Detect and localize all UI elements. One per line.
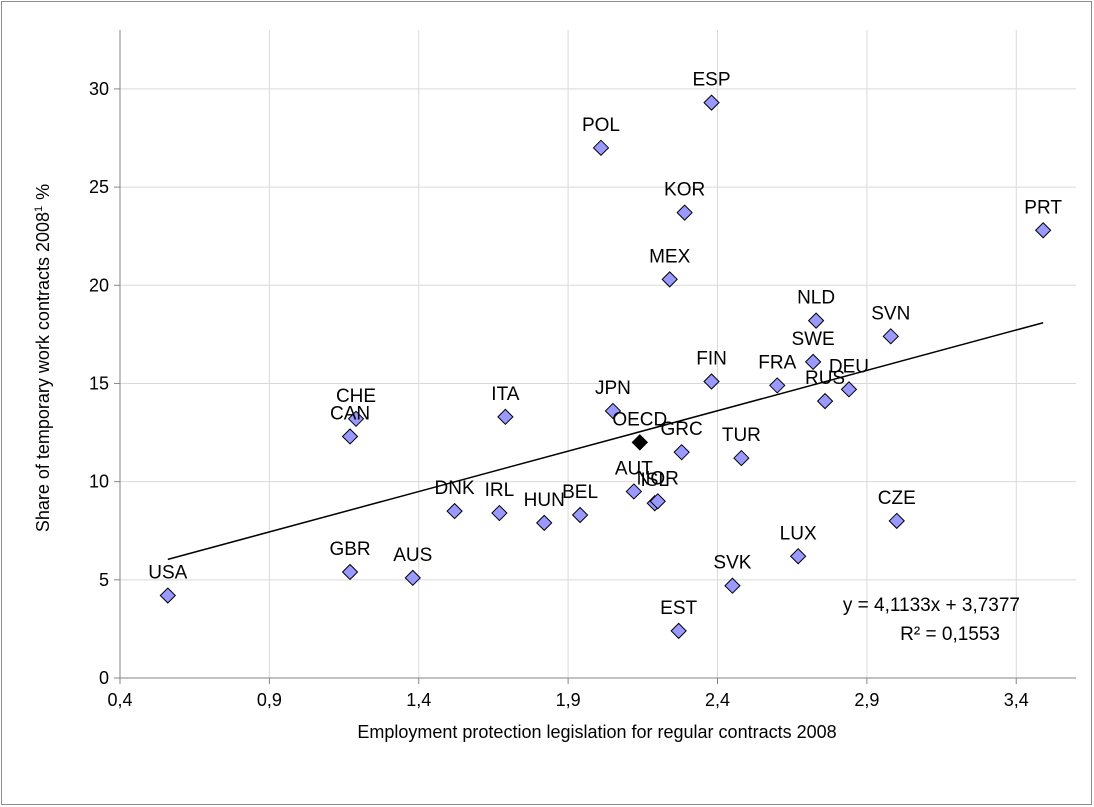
point-label-svn: SVN (871, 303, 910, 324)
point-mex (661, 271, 678, 288)
x-tick-label: 1,9 (556, 690, 581, 710)
point-aut (625, 483, 643, 500)
point-label-mex: MEX (649, 246, 691, 267)
point-aus (404, 569, 421, 587)
point-label-prt: PRT (1024, 197, 1062, 218)
point-label-gbr: GBR (329, 539, 370, 560)
data-points (159, 94, 1052, 640)
point-label-grc: GRC (661, 419, 703, 440)
y-axis-label: Share of temporary work contracts 20081% (33, 184, 53, 532)
point-dnk (446, 502, 463, 520)
point-bel (571, 506, 589, 524)
point-label-cze: CZE (878, 488, 916, 509)
point-nor (649, 493, 666, 510)
point-grc (673, 443, 690, 461)
point-prt (1034, 222, 1052, 239)
point-ita (497, 408, 514, 426)
point-svk (724, 577, 741, 594)
ticks (114, 88, 1017, 684)
point-label-rus: RUS (805, 368, 845, 389)
y-tick-label: 20 (89, 275, 109, 295)
point-lux (789, 548, 807, 565)
y-axis-label-unit: % (33, 184, 53, 200)
point-cze (888, 512, 905, 530)
y-tick-label: 0 (99, 668, 109, 688)
point-label-che: CHE (336, 386, 376, 407)
y-tick-label: 15 (89, 373, 109, 393)
point-fin (703, 373, 720, 390)
point-label-lux: LUX (780, 523, 817, 544)
point-label-irl: IRL (485, 480, 515, 501)
point-label-ita: ITA (491, 384, 519, 405)
point-jpn (604, 402, 622, 420)
point-label-can: CAN (330, 403, 370, 424)
point-usa (159, 587, 177, 604)
point-label-esp: ESP (693, 70, 731, 91)
x-axis-label: Employment protection legislation for re… (357, 722, 836, 742)
point-label-kor: KOR (664, 180, 705, 201)
point-label-fra: FRA (758, 352, 796, 373)
point-oecd (631, 434, 649, 451)
point-tur (733, 449, 750, 467)
x-tick-label: 3,4 (1004, 690, 1029, 710)
point-gbr (341, 563, 359, 581)
trendline-equation: y = 4,1133x + 3,7377 (843, 595, 1020, 616)
point-rus (816, 392, 834, 410)
y-tick-labels: 0 5 10 15 20 25 30 (89, 79, 109, 688)
x-tick-label: 2,4 (705, 690, 730, 710)
x-tick-label: 2,9 (854, 690, 879, 710)
point-label-fin: FIN (696, 348, 727, 369)
point-fra (769, 377, 786, 394)
point-nld (807, 312, 825, 329)
y-axis-label-superscript: 1 (33, 206, 45, 212)
point-label-nor: NOR (637, 468, 679, 489)
point-svn (882, 328, 899, 345)
x-tick-label: 0,4 (107, 690, 132, 710)
x-tick-label: 1,4 (406, 690, 431, 710)
y-tick-label: 25 (89, 177, 109, 197)
point-label-dnk: DNK (435, 478, 475, 499)
point-label-nld: NLD (797, 288, 835, 309)
point-label-aus: AUS (393, 545, 432, 566)
point-label-bel: BEL (562, 482, 598, 503)
point-label-deu: DEU (829, 356, 869, 377)
point-pol (592, 139, 610, 157)
gridlines (120, 30, 1076, 678)
point-hun (536, 514, 553, 532)
point-label-hun: HUN (524, 490, 565, 511)
x-tick-label: 0,9 (257, 690, 282, 710)
axes (119, 30, 1076, 679)
x-tick-labels: 0,4 0,9 1,4 1,9 2,4 2,9 3,4 (107, 690, 1028, 710)
point-label-isl: ISL (640, 470, 669, 491)
point-label-jpn: JPN (595, 378, 631, 399)
point-est (670, 622, 687, 640)
y-tick-label: 5 (99, 570, 109, 590)
point-label-aut: AUT (615, 458, 653, 479)
point-label-swe: SWE (791, 329, 834, 350)
point-esp (703, 94, 720, 111)
y-tick-label: 30 (89, 79, 109, 99)
point-che (347, 410, 365, 428)
point-can (341, 428, 359, 445)
point-label-usa: USA (148, 563, 187, 584)
trendline-r-squared: R² = 0,1553 (900, 624, 1000, 645)
point-kor (676, 204, 693, 221)
trendline (167, 321, 1044, 561)
point-deu (840, 381, 858, 398)
y-axis-label-main: Share of temporary work contracts 2008 (33, 212, 53, 532)
point-irl (491, 504, 508, 522)
point-label-oecd: OECD (612, 409, 667, 430)
point-label-est: EST (660, 598, 697, 619)
point-label-tur: TUR (722, 425, 761, 446)
y-tick-label: 10 (89, 472, 109, 492)
point-swe (804, 353, 822, 371)
point-label-svk: SVK (713, 553, 751, 574)
point-label-pol: POL (582, 115, 620, 136)
